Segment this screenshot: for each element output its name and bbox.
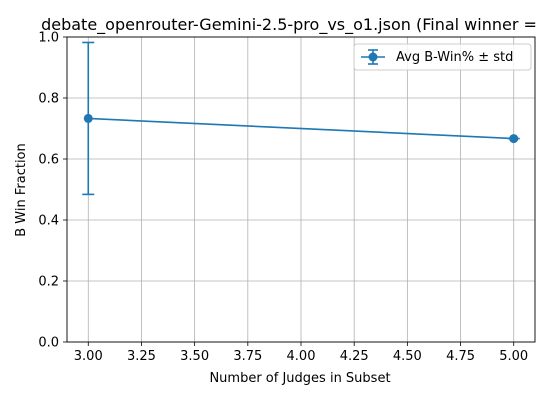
data-point <box>83 113 93 123</box>
data-point <box>509 134 519 144</box>
y-tick-label: 0.4 <box>38 214 59 229</box>
x-tick-label: 3.50 <box>180 349 209 364</box>
plot-frame <box>66 36 536 343</box>
x-tick-label: 4.50 <box>393 349 422 364</box>
legend-box <box>353 43 532 71</box>
x-axis-label: Number of Judges in Subset <box>209 371 390 386</box>
y-axis-label: B Win Fraction <box>14 143 29 237</box>
y-tick-label: 0.6 <box>38 153 59 168</box>
x-tick-label: 4.75 <box>446 349 475 364</box>
legend-label: Avg B-Win% ± std <box>396 50 513 65</box>
y-tick-label: 0.2 <box>38 275 59 290</box>
x-tick-label: 4.25 <box>340 349 369 364</box>
tick-labels: 3.00 3.25 3.50 3.75 4.00 4.25 4.50 4.75 5.00 0.0 0… <box>38 31 528 365</box>
y-tick-label: 1.0 <box>38 31 59 46</box>
x-tick-label: 3.75 <box>233 349 262 364</box>
series-line <box>88 117 514 140</box>
series-layer <box>82 41 520 196</box>
chart-title: debate_openrouter-Gemini-2.5-pro_vs_o1.j… <box>41 15 537 35</box>
legend-point <box>368 52 378 62</box>
y-tick-label: 0.8 <box>38 92 59 107</box>
x-tick-label: 4.00 <box>287 349 316 364</box>
legend: Avg B-Win% ± std <box>353 43 532 71</box>
x-tick-label: 5.00 <box>499 349 528 364</box>
x-tick-label: 3.00 <box>74 349 103 364</box>
x-tick-label: 3.25 <box>127 349 156 364</box>
y-tick-label: 0.0 <box>38 336 59 351</box>
legend-marker <box>361 49 385 65</box>
axes <box>63 36 536 346</box>
